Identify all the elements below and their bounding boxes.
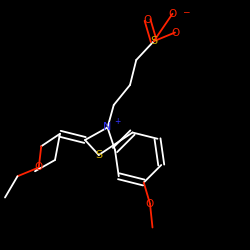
Text: O: O bbox=[144, 15, 152, 25]
Text: O: O bbox=[168, 9, 176, 19]
Text: O: O bbox=[171, 28, 179, 38]
Text: S: S bbox=[150, 36, 157, 46]
Text: O: O bbox=[146, 199, 154, 209]
Text: +: + bbox=[114, 117, 120, 126]
Text: O: O bbox=[34, 162, 43, 172]
Text: S: S bbox=[95, 150, 102, 160]
Text: −: − bbox=[182, 7, 190, 16]
Text: N: N bbox=[103, 122, 112, 132]
